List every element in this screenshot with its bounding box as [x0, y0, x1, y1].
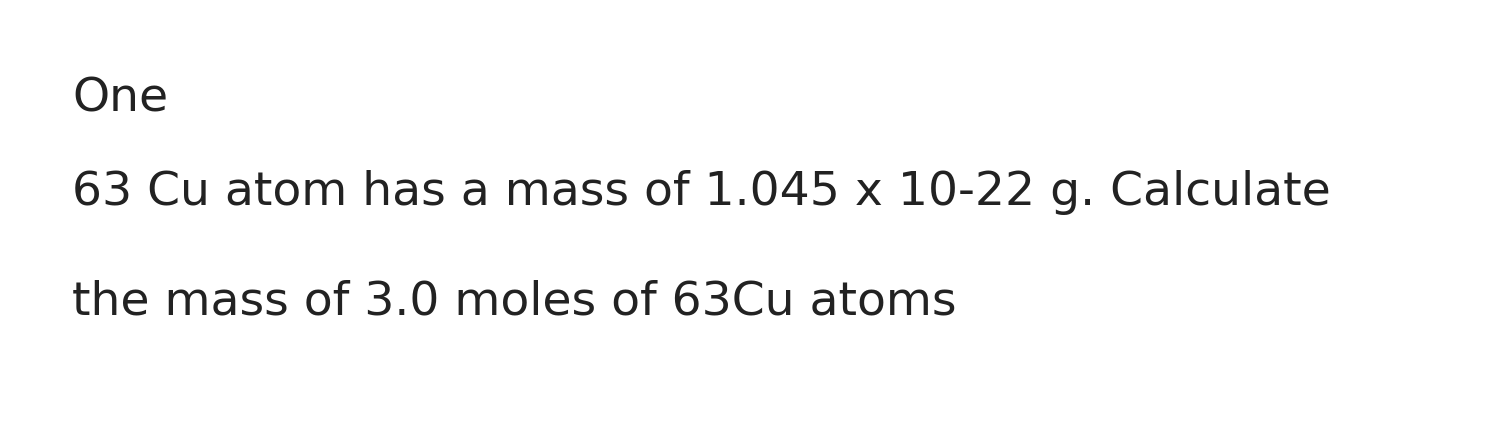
Text: 63 Cu atom has a mass of 1.045 x 10-22 g. Calculate: 63 Cu atom has a mass of 1.045 x 10-22 g… [72, 170, 1330, 215]
Text: the mass of 3.0 moles of 63Cu atoms: the mass of 3.0 moles of 63Cu atoms [72, 280, 957, 325]
Text: One: One [72, 76, 168, 121]
